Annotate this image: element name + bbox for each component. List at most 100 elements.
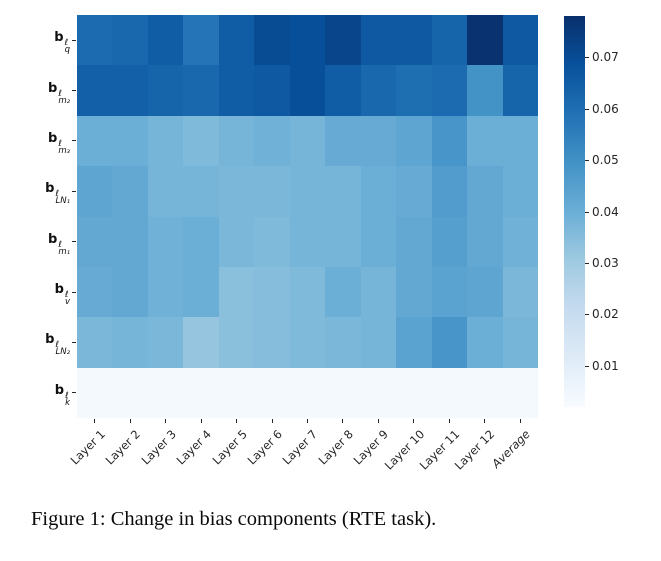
y-tick-mark bbox=[72, 392, 76, 394]
heatmap-cell bbox=[147, 166, 184, 217]
heatmap-cell bbox=[289, 317, 326, 368]
heatmap-cell bbox=[431, 216, 468, 267]
colorbar-tick-mark bbox=[585, 262, 589, 264]
heatmap-cell bbox=[112, 367, 148, 418]
heatmap-cell bbox=[396, 115, 432, 167]
colorbar-tick-label: 0.05 bbox=[585, 153, 619, 167]
x-axis-label: Layer 2 bbox=[102, 427, 144, 468]
heatmap-cell bbox=[289, 166, 326, 217]
heatmap-cell bbox=[360, 15, 397, 66]
heatmap-cell bbox=[396, 15, 432, 66]
heatmap-cell bbox=[467, 317, 503, 368]
ylabel-sup: ℓ bbox=[65, 390, 69, 401]
heatmap-cell bbox=[396, 266, 432, 318]
heatmap-cell bbox=[502, 216, 538, 267]
heatmap-cell bbox=[254, 115, 290, 167]
heatmap-cell bbox=[218, 166, 255, 217]
ylabel-sub: q bbox=[64, 45, 70, 56]
heatmap-cell bbox=[431, 65, 468, 116]
heatmap-cell bbox=[112, 65, 148, 116]
ylabel-base: b bbox=[54, 282, 64, 298]
heatmap-cell bbox=[218, 266, 255, 318]
ylabel-sub: m₁ bbox=[58, 246, 70, 257]
heatmap-cell bbox=[218, 367, 255, 418]
x-axis-label: Average bbox=[489, 427, 534, 471]
heatmap-cell bbox=[77, 266, 113, 318]
ylabel-sup: ℓ bbox=[64, 290, 69, 301]
heatmap-cell bbox=[218, 317, 255, 368]
heatmap-cell bbox=[502, 115, 538, 167]
heatmap-cell bbox=[112, 115, 148, 167]
heatmap-cell bbox=[325, 317, 361, 368]
ylabel-sup: ℓ bbox=[58, 88, 62, 99]
heatmap-cell bbox=[396, 317, 432, 368]
heatmap-cell bbox=[147, 367, 184, 418]
y-axis-label: b ℓ m₁ bbox=[18, 228, 70, 256]
x-axis-label: Layer 1 bbox=[67, 427, 108, 468]
heatmap-cell bbox=[112, 166, 148, 217]
heatmap-cell bbox=[254, 266, 290, 318]
x-axis-label: Layer 5 bbox=[209, 427, 250, 468]
colorbar bbox=[564, 16, 585, 407]
ylabel-sub: m₃ bbox=[58, 145, 70, 156]
heatmap-cell bbox=[77, 166, 113, 217]
colorbar-tick-label: 0.03 bbox=[585, 256, 619, 270]
heatmap-cell bbox=[254, 15, 290, 66]
heatmap-cell bbox=[396, 166, 432, 217]
heatmap-cell bbox=[360, 216, 397, 267]
heatmap-cell bbox=[112, 15, 148, 66]
heatmap-cell bbox=[147, 216, 184, 267]
heatmap-cell bbox=[325, 115, 361, 167]
heatmap-cell bbox=[467, 266, 503, 318]
heatmap-cell bbox=[431, 166, 468, 217]
heatmap-cell bbox=[147, 266, 184, 318]
y-tick-mark bbox=[72, 140, 76, 142]
heatmap-cell bbox=[467, 15, 503, 66]
heatmap-cell bbox=[502, 266, 538, 318]
heatmap-cell bbox=[360, 266, 397, 318]
heatmap-cell bbox=[77, 367, 113, 418]
heatmap-cell bbox=[147, 15, 184, 66]
heatmap-cell bbox=[360, 115, 397, 167]
heatmap-cell bbox=[431, 317, 468, 368]
x-tick-mark bbox=[129, 419, 131, 423]
heatmap-cell bbox=[325, 65, 361, 116]
heatmap-cell bbox=[325, 367, 361, 418]
ylabel-base: b bbox=[45, 181, 55, 197]
colorbar-tick-mark bbox=[585, 108, 589, 110]
heatmap-cell bbox=[289, 216, 326, 267]
heatmap-cell bbox=[183, 15, 219, 66]
heatmap-cell bbox=[147, 115, 184, 167]
x-axis-label: Layer 3 bbox=[138, 427, 179, 468]
y-tick-mark bbox=[72, 291, 76, 293]
ylabel-sub: LN₁ bbox=[55, 196, 70, 207]
heatmap-cell bbox=[325, 15, 361, 66]
heatmap-cell bbox=[396, 367, 432, 418]
heatmap-cell bbox=[77, 115, 113, 167]
colorbar-tick-mark bbox=[585, 160, 589, 162]
x-tick-mark bbox=[200, 419, 202, 423]
x-tick-mark bbox=[377, 419, 379, 423]
ylabel-sub: m₂ bbox=[58, 95, 70, 106]
ylabel-sup: ℓ bbox=[55, 340, 59, 351]
heatmap-cell bbox=[502, 367, 538, 418]
heatmap-cell bbox=[289, 367, 326, 418]
x-tick-mark bbox=[484, 419, 486, 423]
x-axis-label: Layer 8 bbox=[315, 427, 356, 468]
ylabel-base: b bbox=[54, 382, 65, 398]
heatmap-cell bbox=[360, 166, 397, 217]
ylabel-sub: v bbox=[64, 297, 70, 308]
colorbar-tick-label: 0.06 bbox=[585, 102, 619, 116]
heatmap-cell bbox=[183, 115, 219, 167]
heatmap-cell bbox=[218, 216, 255, 267]
heatmap-cell bbox=[218, 115, 255, 167]
heatmap-cell bbox=[183, 367, 219, 418]
heatmap-cell bbox=[431, 367, 468, 418]
ylabel-base: b bbox=[54, 30, 64, 46]
heatmap-cell bbox=[183, 317, 219, 368]
heatmap-cell bbox=[502, 15, 538, 66]
ylabel-base: b bbox=[48, 130, 58, 146]
y-tick-mark bbox=[72, 241, 76, 243]
heatmap-cell bbox=[218, 15, 255, 66]
